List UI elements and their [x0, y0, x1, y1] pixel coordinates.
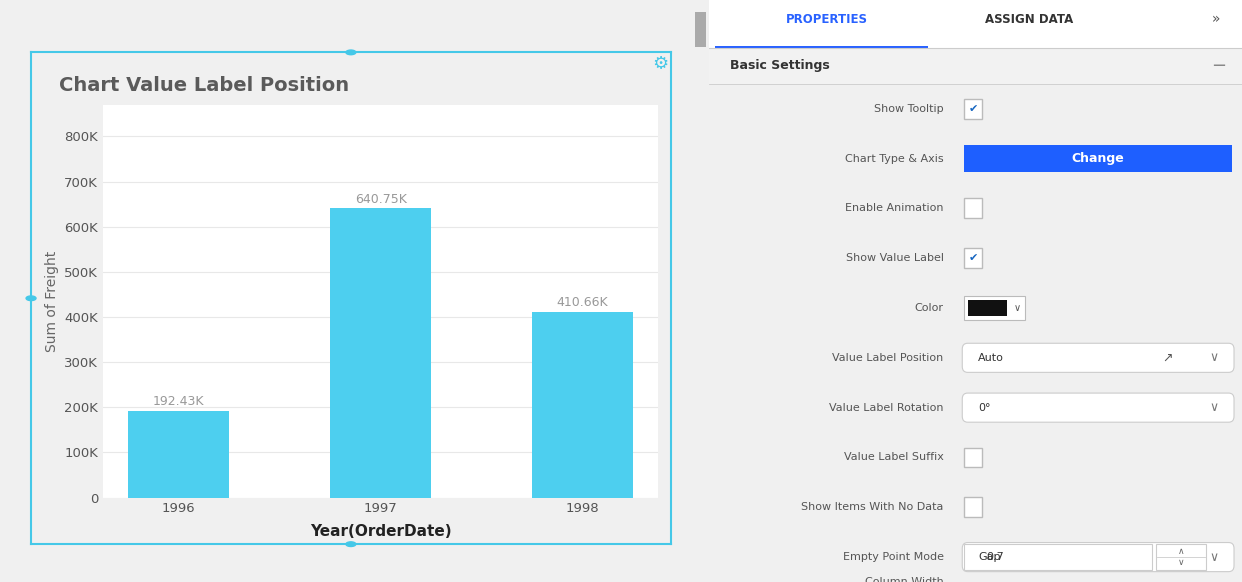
- FancyBboxPatch shape: [1156, 544, 1206, 570]
- Bar: [968, 300, 1007, 315]
- Text: ∨: ∨: [1208, 352, 1218, 364]
- Text: −: −: [1211, 57, 1226, 74]
- Text: »: »: [1212, 12, 1221, 26]
- Text: Auto: Auto: [979, 353, 1004, 363]
- Text: Chart Value Label Position: Chart Value Label Position: [58, 76, 349, 95]
- Text: ∧: ∧: [1177, 546, 1184, 556]
- Text: Color: Color: [914, 303, 944, 313]
- Bar: [128, 411, 230, 498]
- Bar: [330, 208, 431, 498]
- Text: Show Items With No Data: Show Items With No Data: [801, 502, 944, 512]
- Text: 192.43K: 192.43K: [153, 395, 205, 408]
- FancyBboxPatch shape: [964, 145, 1232, 172]
- Text: Chart Type & Axis: Chart Type & Axis: [845, 154, 944, 164]
- Text: Value Label Suffix: Value Label Suffix: [843, 452, 944, 463]
- Text: Value Label Rotation: Value Label Rotation: [830, 403, 944, 413]
- FancyBboxPatch shape: [964, 448, 982, 467]
- Text: 0°: 0°: [979, 403, 991, 413]
- Bar: [709, 0, 1242, 48]
- Text: ↗: ↗: [1163, 352, 1172, 364]
- FancyBboxPatch shape: [964, 296, 1025, 320]
- Text: Enable Animation: Enable Animation: [845, 203, 944, 214]
- Text: Show Tooltip: Show Tooltip: [874, 104, 944, 113]
- Text: ∨: ∨: [1208, 551, 1218, 563]
- FancyBboxPatch shape: [964, 198, 982, 218]
- Text: Gap: Gap: [979, 552, 1001, 562]
- FancyBboxPatch shape: [963, 542, 1235, 572]
- Text: Column Width: Column Width: [864, 577, 944, 582]
- FancyBboxPatch shape: [964, 498, 982, 517]
- Y-axis label: Sum of Freight: Sum of Freight: [45, 251, 58, 352]
- Text: ✔: ✔: [969, 253, 977, 263]
- Text: 0.7: 0.7: [986, 552, 1004, 562]
- FancyBboxPatch shape: [964, 544, 1153, 570]
- Text: 640.75K: 640.75K: [355, 193, 406, 205]
- Text: ✔: ✔: [969, 104, 977, 113]
- X-axis label: Year(OrderDate): Year(OrderDate): [309, 524, 452, 539]
- Text: PROPERTIES: PROPERTIES: [785, 13, 867, 26]
- FancyBboxPatch shape: [964, 99, 982, 119]
- Text: ⚙: ⚙: [652, 55, 668, 73]
- Text: ∨: ∨: [1177, 558, 1184, 567]
- Bar: [532, 312, 633, 498]
- FancyBboxPatch shape: [964, 249, 982, 268]
- Text: Change: Change: [1072, 152, 1124, 165]
- FancyBboxPatch shape: [963, 343, 1235, 372]
- FancyBboxPatch shape: [963, 393, 1235, 422]
- Text: Empty Point Mode: Empty Point Mode: [842, 552, 944, 562]
- Text: ∨: ∨: [1208, 401, 1218, 414]
- Text: ∨: ∨: [1013, 303, 1021, 313]
- Text: Value Label Position: Value Label Position: [832, 353, 944, 363]
- Text: 410.66K: 410.66K: [556, 296, 609, 310]
- Bar: [714, 46, 928, 48]
- Bar: [694, 12, 707, 47]
- Text: Show Value Label: Show Value Label: [846, 253, 944, 263]
- Text: Basic Settings: Basic Settings: [730, 59, 830, 72]
- Text: ASSIGN DATA: ASSIGN DATA: [985, 13, 1073, 26]
- Bar: [709, 48, 1242, 84]
